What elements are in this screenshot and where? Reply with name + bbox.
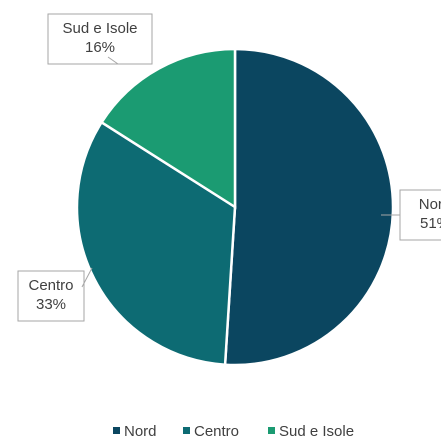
legend-item-nord: Nord xyxy=(113,423,157,440)
data-label-value: 16% xyxy=(85,39,115,56)
leader-line-centro xyxy=(81,267,93,288)
data-label-value: 33% xyxy=(36,296,66,313)
data-label-centro: Centro 33% xyxy=(17,270,85,322)
data-label-category: Sud e Isole xyxy=(62,20,137,37)
data-label-nord: Nord 51% xyxy=(399,189,441,241)
data-label-box xyxy=(399,189,441,241)
legend-item-centro: Centro xyxy=(183,423,239,440)
data-label-category: Nord xyxy=(419,196,441,213)
data-label-box xyxy=(17,270,85,322)
legend-swatch xyxy=(113,427,120,434)
data-label-sud-e-isole: Sud e Isole 16% xyxy=(47,13,153,65)
legend-label: Centro xyxy=(194,423,239,440)
data-label-box xyxy=(47,13,153,65)
legend-swatch xyxy=(183,427,190,434)
pie-slice-sud-e-isole xyxy=(99,47,237,210)
leader-line-sud-e-isole xyxy=(107,56,119,65)
legend-swatch xyxy=(268,427,275,434)
pie-slice-nord xyxy=(223,47,395,367)
legend-label: Sud e Isole xyxy=(279,423,354,440)
legend-item-sud-e-isole: Sud e Isole xyxy=(268,423,354,440)
data-label-category: Centro xyxy=(28,277,73,294)
data-label-value: 51% xyxy=(420,215,441,232)
legend-label: Nord xyxy=(124,423,157,440)
